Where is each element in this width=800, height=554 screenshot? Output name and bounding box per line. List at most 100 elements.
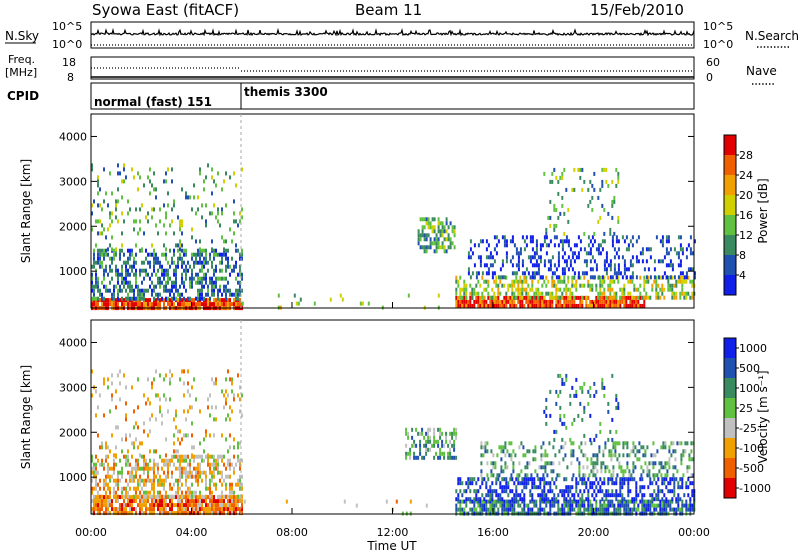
power-cell — [203, 296, 205, 301]
velocity-cell — [241, 474, 243, 479]
power-cell — [101, 207, 103, 212]
velocity-cell — [535, 485, 538, 490]
velocity-cell — [233, 499, 235, 504]
power-cell — [569, 299, 572, 304]
velocity-cell — [585, 481, 588, 486]
velocity-cell — [167, 409, 169, 414]
power-cell — [523, 279, 526, 284]
power-cell — [147, 302, 149, 307]
power-cell — [465, 299, 468, 304]
velocity-cell — [103, 381, 105, 386]
velocity-cell — [113, 507, 115, 512]
velocity-cell — [603, 493, 606, 498]
power-cell — [633, 299, 636, 304]
power-cell — [195, 280, 197, 285]
power-cell — [165, 247, 167, 252]
velocity-cell — [137, 405, 139, 410]
power-cell — [549, 199, 552, 204]
velocity-cell — [500, 445, 503, 450]
power-cell — [493, 291, 496, 296]
power-cell — [607, 295, 610, 300]
power-cell — [583, 179, 586, 184]
velocity-cell — [159, 507, 161, 512]
velocity-cell — [231, 381, 233, 386]
velocity-cell — [455, 503, 458, 508]
velocity-cell — [621, 485, 624, 490]
velocity-cell — [95, 482, 97, 487]
power-cell — [157, 231, 159, 236]
power-cell — [607, 211, 610, 216]
velocity-cell — [111, 507, 113, 512]
power-cell — [183, 248, 185, 253]
velocity-cell — [620, 465, 623, 470]
power-cell — [189, 280, 191, 285]
power-cell — [121, 288, 123, 293]
power-cell — [577, 167, 580, 172]
velocity-cell — [229, 482, 231, 487]
power-cell — [155, 223, 157, 228]
velocity-cell — [213, 470, 215, 475]
power-cell — [177, 288, 179, 293]
velocity-cell — [155, 499, 157, 504]
power-cell — [531, 239, 534, 244]
power-cell — [659, 287, 662, 292]
power-cell — [481, 295, 484, 300]
velocity-cell — [539, 499, 542, 504]
velocity-cell — [611, 503, 614, 508]
velocity-cell — [621, 497, 624, 502]
power-cell — [577, 255, 580, 260]
velocity-cell — [662, 441, 665, 446]
velocity-cell — [507, 503, 510, 508]
velocity-cell — [674, 449, 677, 454]
velocity-cell — [543, 481, 546, 486]
power-cell — [455, 303, 458, 308]
velocity-cell — [487, 499, 490, 504]
power-cell — [233, 211, 235, 216]
velocity-cell — [209, 462, 211, 467]
power-cell — [597, 219, 600, 224]
velocity-cell — [193, 474, 195, 479]
power-cell — [617, 299, 620, 304]
power-cell — [141, 268, 143, 273]
power-cell — [137, 302, 139, 307]
power-cell — [633, 303, 636, 308]
power-cell — [161, 280, 163, 285]
power-cell — [205, 292, 207, 297]
velocity-cell — [163, 482, 165, 487]
velocity-cell — [227, 369, 229, 374]
velocity-cell — [610, 453, 613, 458]
velocity-cell — [129, 507, 131, 512]
power-ylabel: Slant Range [km] — [19, 159, 33, 263]
velocity-cell — [483, 503, 486, 508]
velocity-cell — [429, 447, 432, 452]
velocity-cell — [544, 469, 547, 474]
velocity-cell — [229, 417, 231, 422]
velocity-cell — [117, 486, 119, 491]
power-cell — [159, 264, 161, 269]
velocity-cell — [572, 453, 575, 458]
power-cell — [563, 287, 566, 292]
power-cell — [139, 207, 141, 212]
velocity-cell — [671, 497, 674, 502]
power-cell — [119, 256, 121, 261]
velocity-cell — [499, 481, 502, 486]
power-cell — [119, 171, 121, 176]
power-cell — [599, 275, 602, 280]
power-cell — [181, 231, 183, 236]
power-cell — [641, 251, 644, 256]
power-cell — [211, 175, 213, 180]
power-cell — [507, 287, 510, 292]
power-cell — [505, 295, 508, 300]
velocity-cell — [93, 486, 95, 491]
velocity-cell — [507, 499, 510, 504]
velocity-cell — [668, 465, 671, 470]
power-cell — [199, 171, 201, 176]
nsky-trace — [90, 27, 695, 46]
power-cell — [197, 248, 199, 253]
nsky-line — [90, 27, 695, 37]
power-cell — [143, 231, 145, 236]
power-cell — [655, 295, 658, 300]
power-cell — [527, 295, 530, 300]
velocity-cell — [630, 473, 633, 478]
velocity-cell — [565, 503, 568, 508]
